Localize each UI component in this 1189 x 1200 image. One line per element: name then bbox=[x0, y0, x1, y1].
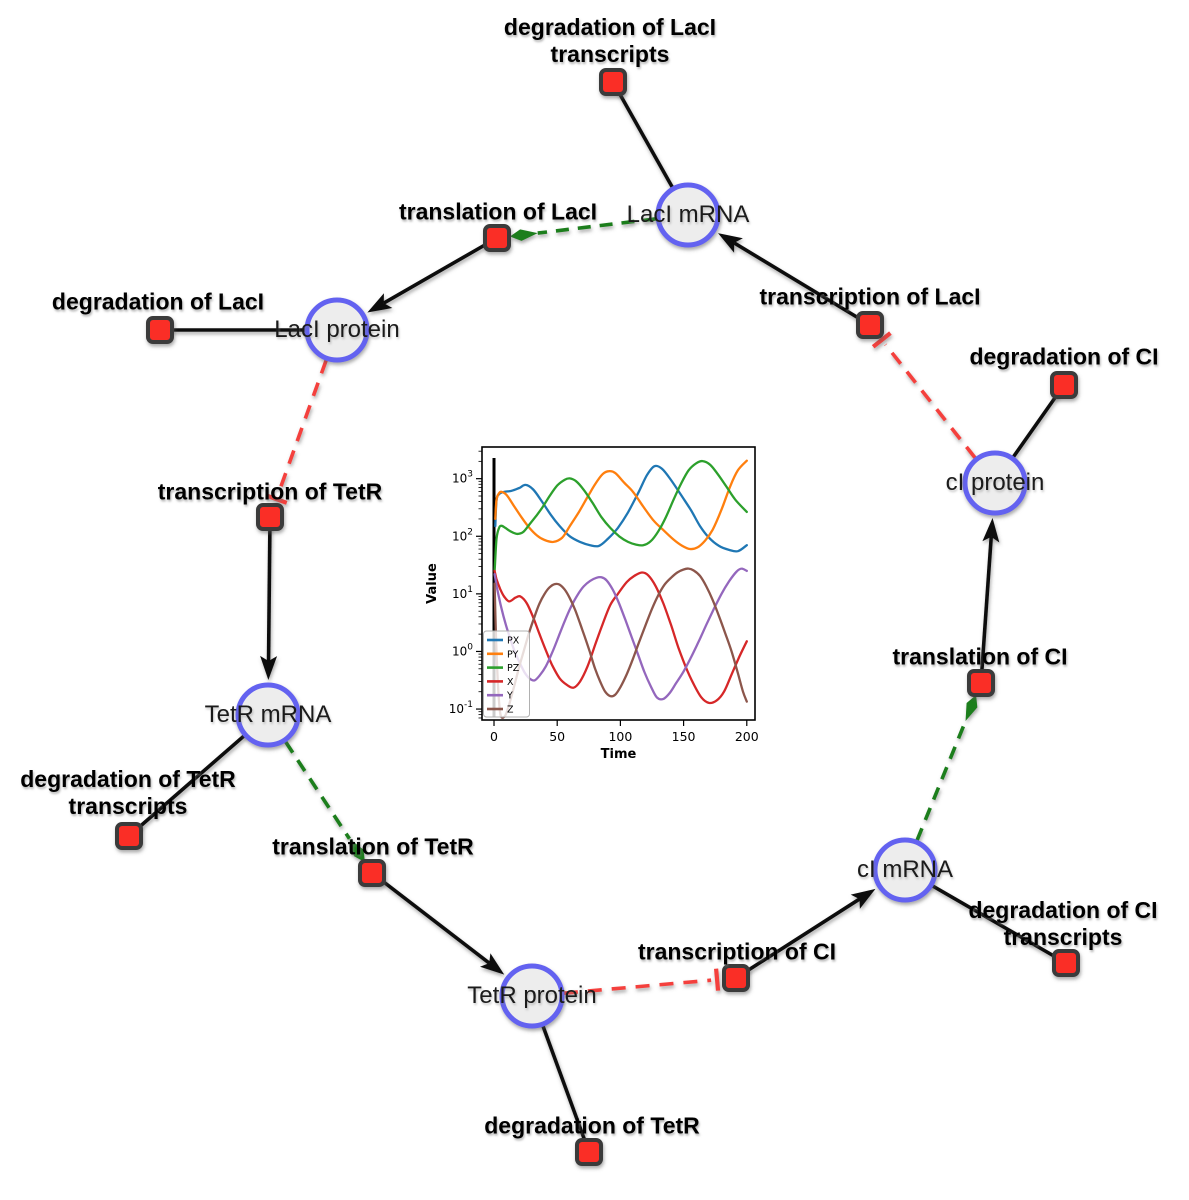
node-layer bbox=[115, 68, 1080, 1166]
edge-lacI_protein-to-txn_tetR-inhibition-line bbox=[276, 359, 328, 495]
y-tick-exponent: 3 bbox=[467, 470, 473, 480]
reaction-node-transl_lacI[interactable] bbox=[483, 224, 511, 252]
edge-cI_protein-to-txn_lacI-inhibition-line bbox=[884, 343, 977, 460]
species-node-lacI_protein[interactable] bbox=[304, 297, 370, 363]
legend-label-PZ: PZ bbox=[507, 663, 520, 674]
y-tick-base: 10 bbox=[452, 644, 467, 658]
reaction-node-deg_cI[interactable] bbox=[1050, 371, 1078, 399]
reaction-node-deg_lacI[interactable] bbox=[146, 316, 174, 344]
reaction-node-txn_lacI[interactable] bbox=[856, 311, 884, 339]
edge-txn_tetR-to-tetR_mRNA-production-line bbox=[266, 516, 272, 662]
species-node-tetR_protein[interactable] bbox=[499, 963, 565, 1029]
edge-txn_lacI-to-lacI_mRNA-arrowhead-icon bbox=[717, 233, 743, 253]
reaction-node-deg_lacI_tx[interactable] bbox=[599, 68, 627, 96]
x-tick-label: 0 bbox=[490, 729, 498, 744]
y-tick-base: 10 bbox=[449, 702, 464, 716]
x-tick-label: 50 bbox=[549, 729, 565, 744]
y-tick-label: 100 bbox=[452, 642, 473, 658]
legend-label-X: X bbox=[507, 677, 514, 688]
y-axis-label: Value bbox=[425, 563, 440, 604]
legend-label-Z: Z bbox=[507, 705, 514, 716]
y-tick-base: 10 bbox=[452, 529, 467, 543]
y-tick-exponent: 0 bbox=[467, 642, 473, 652]
edge-cI_mRNA-to-transl_cI-activation-arrowhead-icon bbox=[965, 695, 978, 721]
legend-label-PX: PX bbox=[507, 636, 520, 647]
y-tick-label: 102 bbox=[452, 527, 473, 543]
edge-cI_protein-to-txn_lacI-inhibition-tee-icon bbox=[871, 331, 892, 349]
species-node-lacI_mRNA[interactable] bbox=[655, 182, 721, 248]
x-tick-label: 100 bbox=[608, 729, 632, 744]
edge-transl_lacI-to-lacI_protein-production-line bbox=[382, 236, 498, 305]
y-tick-label: 10-1 bbox=[449, 700, 473, 716]
edge-transl_lacI-to-lacI_protein-arrowhead-icon bbox=[367, 293, 393, 313]
plot-spines bbox=[481, 446, 756, 721]
edge-tetR_protein-to-txn_cI-inhibition-tee-icon bbox=[714, 968, 721, 991]
y-tick-label: 101 bbox=[452, 585, 473, 601]
edge-cI_mRNA-to-transl_cI-modifier-line bbox=[915, 720, 968, 842]
x-axis-label: Time bbox=[601, 747, 637, 762]
y-tick-exponent: 1 bbox=[467, 585, 473, 595]
species-node-tetR_mRNA[interactable] bbox=[235, 682, 301, 748]
edge-lacI_protein-to-txn_tetR-inhibition-tee-icon bbox=[265, 493, 288, 505]
species-node-cI_protein[interactable] bbox=[962, 450, 1028, 516]
reaction-node-deg_tetR[interactable] bbox=[575, 1138, 603, 1166]
series-X-line bbox=[493, 569, 748, 705]
reaction-node-deg_tetR_tx[interactable] bbox=[115, 822, 143, 850]
edge-txn_lacI-to-lacI_mRNA-production-line bbox=[733, 241, 871, 327]
x-tick-label: 150 bbox=[672, 729, 696, 744]
species-node-cI_mRNA[interactable] bbox=[872, 837, 938, 903]
legend: PX PY PZ XYZ bbox=[483, 630, 530, 718]
reaction-node-transl_tetR[interactable] bbox=[358, 859, 386, 887]
reaction-node-txn_cI[interactable] bbox=[722, 964, 750, 992]
edge-lacI_mRNA-to-transl_lacI-modifier-line bbox=[537, 217, 657, 235]
edge-transl_tetR-to-tetR_protein-production-line bbox=[370, 871, 491, 965]
edge-lacI_mRNA-to-transl_lacI-activation-arrowhead-icon bbox=[509, 229, 538, 241]
edge-tetR_mRNA-to-transl_tetR-modifier-line bbox=[284, 740, 351, 840]
edge-txn_tetR-to-tetR_mRNA-arrowhead-icon bbox=[260, 655, 278, 681]
series-PZ-line bbox=[493, 459, 748, 573]
reaction-node-transl_cI[interactable] bbox=[967, 669, 995, 697]
y-tick-exponent: -1 bbox=[464, 700, 473, 710]
edge-transl_cI-to-cI_protein-arrowhead-icon bbox=[982, 517, 1000, 543]
legend-label-PY: PY bbox=[507, 649, 519, 660]
edge-tetR_protein-to-txn_cI-inhibition-line bbox=[563, 978, 712, 995]
edge-transl_tetR-to-tetR_protein-arrowhead-icon bbox=[480, 953, 505, 975]
edge-tetR_mRNA-to-transl_tetR-activation-arrowhead-icon bbox=[349, 838, 365, 863]
series-PX-line bbox=[494, 464, 748, 553]
legend-label-Y: Y bbox=[506, 691, 513, 702]
x-tick-label: 200 bbox=[735, 729, 759, 744]
reaction-node-deg_cI_tx[interactable] bbox=[1052, 949, 1080, 977]
series-PY-line bbox=[494, 459, 748, 551]
y-tick-label: 103 bbox=[452, 470, 473, 486]
reaction-node-txn_tetR[interactable] bbox=[256, 503, 284, 531]
edge-txn_cI-to-cI_mRNA-production-line bbox=[735, 897, 861, 980]
edge-txn_cI-to-cI_mRNA-arrowhead-icon bbox=[850, 888, 876, 909]
y-tick-base: 10 bbox=[452, 587, 467, 601]
y-tick-exponent: 2 bbox=[467, 527, 473, 537]
edge-transl_cI-to-cI_protein-production-line bbox=[979, 536, 994, 684]
y-tick-base: 10 bbox=[452, 472, 467, 486]
